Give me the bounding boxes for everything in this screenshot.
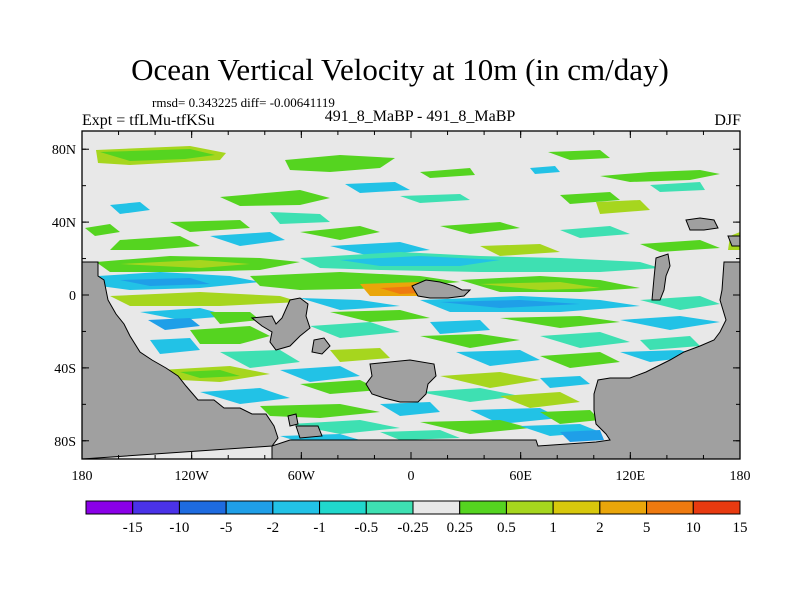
x-tick-label: 180 xyxy=(730,469,751,484)
x-tick-label: 180 xyxy=(72,469,93,484)
colorbar-box xyxy=(692,500,741,515)
colorbar-label: 10 xyxy=(686,520,701,536)
colorbar-box xyxy=(85,500,134,515)
experiment-label: Expt = tfLMu-tfKSu xyxy=(82,112,215,129)
season-label: DJF xyxy=(714,112,741,129)
y-tick-label: 40N xyxy=(52,216,76,231)
y-tick-label: 80S xyxy=(54,435,76,450)
x-tick-label: 60W xyxy=(288,469,316,484)
colorbar-label: -0.25 xyxy=(397,520,428,536)
colorbar-box xyxy=(552,500,601,515)
y-tick-label: 80N xyxy=(52,143,76,158)
colorbar-label: 0.25 xyxy=(447,520,473,536)
colorbar-label: -5 xyxy=(220,520,233,536)
colorbar-label: 2 xyxy=(596,520,604,536)
y-tick-label: 40S xyxy=(54,362,76,377)
colorbar-label: 15 xyxy=(733,520,748,536)
colorbar-box xyxy=(365,500,414,515)
x-tick-label: 60E xyxy=(509,469,532,484)
x-tick-label: 0 xyxy=(408,469,415,484)
x-tick-label: 120E xyxy=(616,469,646,484)
anomaly-field xyxy=(85,146,740,442)
y-tick-label: 0 xyxy=(69,289,76,304)
colorbar-box xyxy=(459,500,507,515)
colorbar-box xyxy=(599,500,648,515)
colorbar-box xyxy=(132,500,180,515)
colorbar-box xyxy=(178,500,227,515)
chart-title: Ocean Vertical Velocity at 10m (in cm/da… xyxy=(131,52,669,87)
colorbar-label: -2 xyxy=(267,520,280,536)
comparison-label: 491_8_MaBP - 491_8_MaBP xyxy=(324,108,516,125)
colorbar-box xyxy=(412,500,461,515)
colorbar-box xyxy=(646,500,694,515)
colorbar-label: 0.5 xyxy=(497,520,516,536)
x-tick-label: 120W xyxy=(175,469,210,484)
colorbar-label: 1 xyxy=(549,520,557,536)
colorbar-box xyxy=(225,500,274,515)
colorbar-box xyxy=(319,500,367,515)
colorbar-label: 5 xyxy=(643,520,651,536)
stats-label: rmsd= 0.343225 diff= -0.00641119 xyxy=(152,95,335,110)
colorbar-box xyxy=(272,500,321,515)
colorbar-label: -10 xyxy=(169,520,189,536)
land-masses xyxy=(82,217,740,459)
colorbar-label: -15 xyxy=(123,520,143,536)
colorbar-label: -0.5 xyxy=(354,520,378,536)
colorbar-label: -1 xyxy=(313,520,326,536)
colorbar-box xyxy=(505,500,554,515)
